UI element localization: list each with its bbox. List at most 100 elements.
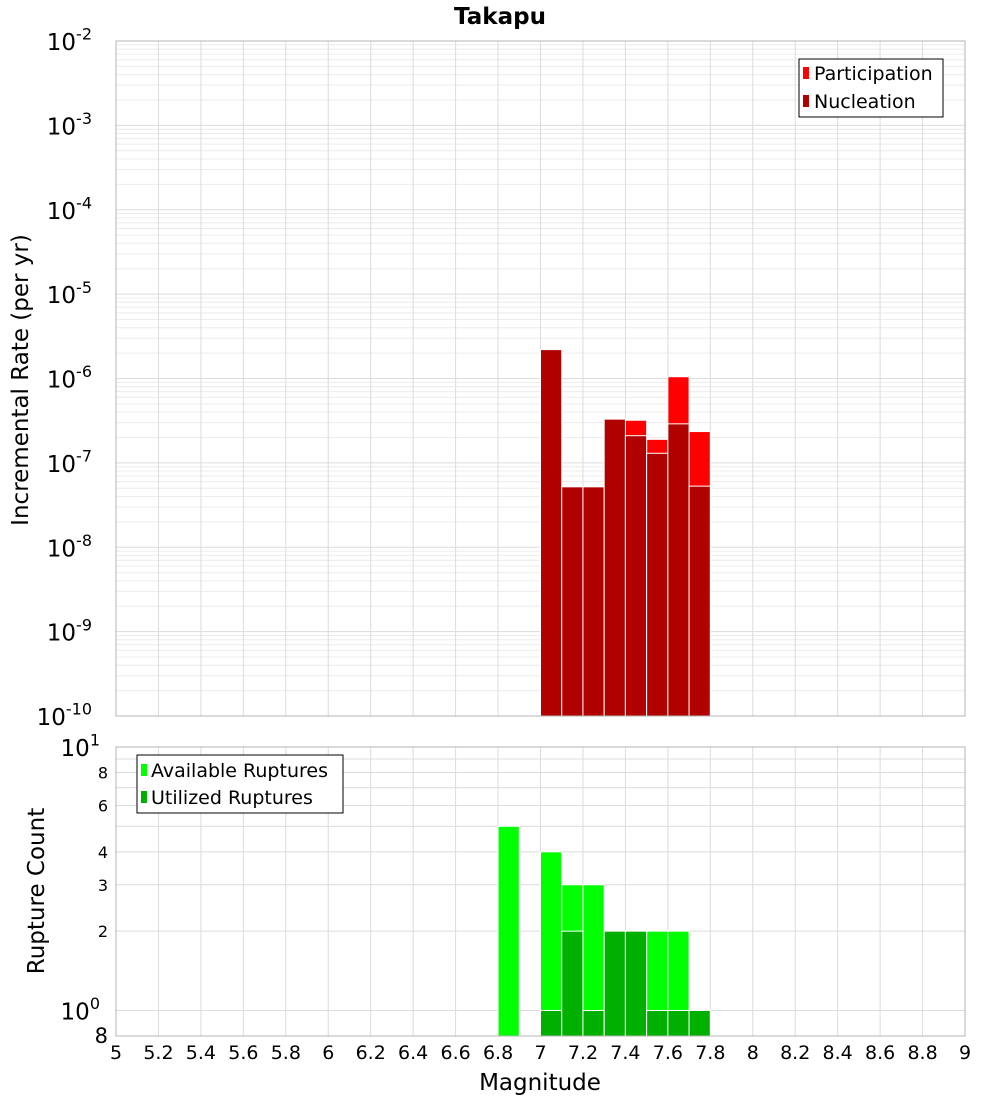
utilized-ruptures-bar bbox=[561, 930, 584, 1037]
nucleation-bar bbox=[667, 423, 690, 717]
top-y-tick-exponent: -9 bbox=[76, 615, 92, 634]
top-plot-bars bbox=[540, 349, 711, 717]
x-tick-label: 5.6 bbox=[228, 1042, 258, 1064]
x-tick-label: 7.6 bbox=[653, 1042, 683, 1064]
bottom-y-axis-label: Rupture Count bbox=[24, 808, 50, 974]
x-tick-label: 5.4 bbox=[186, 1042, 216, 1064]
top-y-tick-base: 10 bbox=[47, 368, 76, 394]
top-legend-swatch bbox=[803, 67, 809, 79]
top-y-tick-exponent: -4 bbox=[76, 193, 92, 212]
bottom-y-tick: 100 bbox=[61, 994, 100, 1025]
x-tick-label: 8 bbox=[747, 1042, 759, 1064]
top-y-tick-exponent: -6 bbox=[76, 362, 92, 381]
nucleation-bar bbox=[688, 485, 711, 717]
x-tick-label: 6.8 bbox=[483, 1042, 513, 1064]
utilized-ruptures-bar bbox=[667, 1009, 690, 1037]
top-y-tick-exponent: -3 bbox=[76, 109, 92, 128]
x-tick-label: 7.2 bbox=[568, 1042, 598, 1064]
utilized-ruptures-bar bbox=[603, 930, 626, 1037]
bottom-y-tick: 4 bbox=[98, 843, 108, 862]
utilized-ruptures-bar bbox=[540, 1009, 563, 1037]
x-tick-label: 6.4 bbox=[398, 1042, 428, 1064]
nucleation-bar bbox=[646, 452, 669, 717]
top-y-tick-exponent: -2 bbox=[76, 25, 92, 44]
x-tick-label: 8.8 bbox=[907, 1042, 937, 1064]
bottom-plot-frame bbox=[115, 746, 966, 1037]
bottom-y-tick: 101 bbox=[61, 731, 100, 762]
top-y-tick-exponent: -7 bbox=[76, 447, 92, 466]
top-y-tick: 10-5 bbox=[47, 278, 92, 309]
bottom-legend-box bbox=[136, 754, 344, 814]
x-tick-label: 5.8 bbox=[271, 1042, 301, 1064]
x-tick-label: 8.4 bbox=[823, 1042, 853, 1064]
top-y-tick: 10-7 bbox=[47, 447, 92, 478]
available-ruptures-bar bbox=[497, 825, 520, 1037]
x-tick-label: 6.2 bbox=[356, 1042, 386, 1064]
top-y-tick-base: 10 bbox=[47, 199, 76, 225]
top-y-tick-base: 10 bbox=[47, 621, 76, 647]
available-ruptures-bar bbox=[540, 851, 563, 1037]
x-tick-label: 6.6 bbox=[440, 1042, 470, 1064]
x-tick-label: 6 bbox=[322, 1042, 334, 1064]
x-tick-label: 8.2 bbox=[780, 1042, 810, 1064]
chart-title: Takapu bbox=[454, 4, 546, 30]
utilized-ruptures-bar bbox=[582, 1009, 605, 1037]
bottom-y-tick: 6 bbox=[98, 796, 108, 815]
top-y-axis-label: Incremental Rate (per yr) bbox=[8, 234, 34, 526]
utilized-ruptures-bar bbox=[688, 1009, 711, 1037]
top-y-tick-base: 10 bbox=[47, 114, 76, 140]
top-legend-label: Participation bbox=[814, 63, 933, 85]
top-y-tick: 10-10 bbox=[37, 700, 92, 731]
x-tick-label: 5 bbox=[110, 1042, 122, 1064]
top-y-tick: 10-6 bbox=[47, 362, 92, 393]
x-tick-label: 9 bbox=[959, 1042, 971, 1064]
nucleation-bar bbox=[561, 486, 584, 717]
bottom-y-tick: 2 bbox=[98, 922, 108, 941]
top-y-tick: 10-4 bbox=[47, 193, 92, 224]
top-y-tick-base: 10 bbox=[37, 705, 66, 731]
top-y-tick-base: 10 bbox=[47, 536, 76, 562]
bottom-y-tick-exponent: 0 bbox=[90, 994, 100, 1013]
nucleation-bar bbox=[624, 435, 648, 717]
x-tick-labels: 5 5.2 5.4 5.6 5.8 6 6.2 6.4 6.6 6.8 7 7.2 7.4 7.6 7.8 8… bbox=[110, 1042, 971, 1064]
utilized-ruptures-bar bbox=[624, 930, 648, 1037]
x-tick-label: 7 bbox=[534, 1042, 546, 1064]
bottom-y-tick: 8 bbox=[98, 764, 108, 783]
bottom-y-tick-exponent: 1 bbox=[90, 731, 100, 750]
x-tick-label: 8.6 bbox=[865, 1042, 895, 1064]
top-legend-label: Nucleation bbox=[814, 91, 916, 113]
top-y-tick-base: 10 bbox=[47, 452, 76, 478]
top-legend-box bbox=[798, 58, 944, 118]
top-plot-frame bbox=[115, 40, 966, 717]
bottom-legend-swatch bbox=[141, 764, 147, 776]
bottom-y-tick: 3 bbox=[98, 876, 108, 895]
top-y-tick-base: 10 bbox=[47, 283, 76, 309]
bottom-legend-label: Available Ruptures bbox=[151, 760, 328, 782]
x-tick-label: 5.2 bbox=[143, 1042, 173, 1064]
top-y-tick: 10-3 bbox=[47, 109, 92, 140]
bottom-y-tick-base: 10 bbox=[61, 999, 90, 1025]
bottom-y-tick-min: 8 bbox=[95, 1024, 108, 1048]
bottom-y-tick-base: 10 bbox=[61, 736, 90, 762]
top-y-tick-exponent: -8 bbox=[76, 531, 92, 550]
bottom-legend-label: Utilized Ruptures bbox=[151, 787, 313, 809]
top-y-tick: 10-9 bbox=[47, 615, 92, 646]
top-y-tick: 10-8 bbox=[47, 531, 92, 562]
x-tick-label: 7.8 bbox=[695, 1042, 725, 1064]
bottom-legend-swatch bbox=[141, 791, 147, 803]
nucleation-bar bbox=[582, 486, 605, 717]
nucleation-bar bbox=[603, 418, 626, 717]
top-legend-swatch bbox=[803, 95, 809, 107]
x-tick-label: 7.4 bbox=[610, 1042, 640, 1064]
top-y-tick-base: 10 bbox=[47, 30, 76, 56]
top-y-tick-exponent: -5 bbox=[76, 278, 92, 297]
utilized-ruptures-bar bbox=[646, 1009, 669, 1037]
bottom-legend: Available Ruptures Utilized Ruptures bbox=[136, 754, 344, 814]
top-legend: Participation Nucleation bbox=[798, 58, 944, 118]
nucleation-bar bbox=[540, 349, 563, 717]
top-y-tick-exponent: -10 bbox=[66, 700, 92, 719]
